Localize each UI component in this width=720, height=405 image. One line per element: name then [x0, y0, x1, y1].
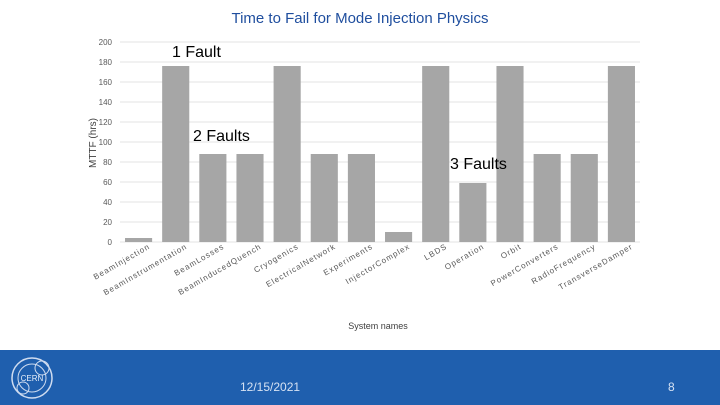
y-tick-label: 60: [103, 178, 112, 187]
x-tick-label: InjectorComplex: [344, 242, 412, 286]
annotation-1-fault: 1 Fault: [172, 44, 221, 61]
y-tick-label: 140: [99, 98, 113, 107]
bar-orbit: [496, 66, 524, 242]
x-tick-label: Orbit: [499, 242, 523, 261]
x-tick-label: PowerConverters: [489, 242, 560, 288]
footer-bar: CERN 12/15/2021 8: [0, 350, 720, 405]
y-tick-label: 20: [103, 218, 112, 227]
x-axis-label: System names: [348, 321, 408, 331]
y-tick-label: 100: [99, 138, 113, 147]
y-tick-label: 80: [103, 158, 112, 167]
y-tick-label: 120: [99, 118, 113, 127]
y-tick-label: 160: [99, 78, 113, 87]
y-tick-label: 180: [99, 58, 113, 67]
bar-beamlosses: [199, 154, 227, 242]
bar-beaminjection: [125, 238, 153, 242]
bar-beaminducedquench: [236, 154, 264, 242]
y-tick-label: 200: [99, 38, 113, 47]
bar-transversedamper: [607, 66, 635, 242]
bar-beaminstrumentation: [162, 66, 190, 242]
bar-experiments: [347, 154, 375, 242]
x-tick-label: Operation: [443, 242, 486, 272]
cern-logo: CERN: [11, 357, 53, 399]
bar-chart: 0 20 40 60 80 100 120 140 160 180 200 BeamInjectio…: [88, 38, 640, 331]
x-tick-label: LBDS: [423, 242, 449, 262]
bars: [125, 66, 635, 242]
page-number: 8: [668, 380, 675, 394]
chart-title: Time to Fail for Mode Injection Physics: [231, 10, 489, 27]
y-axis-ticks: 0 20 40 60 80 100 120 140 160 180 200: [99, 38, 113, 247]
annotation-2-faults: 2 Faults: [193, 128, 250, 145]
y-tick-label: 0: [108, 238, 113, 247]
y-tick-label: 40: [103, 198, 112, 207]
bar-radiofrequency: [570, 154, 598, 242]
x-axis-ticks: BeamInjectionBeamInstrumentationBeamLoss…: [92, 242, 635, 297]
bar-injectorcomplex: [385, 232, 413, 242]
bar-electricalnetwork: [310, 154, 338, 242]
footer-date: 12/15/2021: [240, 380, 301, 394]
x-tick-label: ElectricalNetwork: [265, 242, 338, 289]
bar-lbds: [422, 66, 450, 242]
bar-powerconverters: [533, 154, 561, 242]
logo-text: CERN: [21, 374, 44, 383]
bar-cryogenics: [273, 66, 301, 242]
bar-operation: [459, 183, 487, 242]
y-axis-label: MTTF (hrs): [88, 118, 99, 168]
annotation-3-faults: 3 Faults: [450, 156, 507, 173]
